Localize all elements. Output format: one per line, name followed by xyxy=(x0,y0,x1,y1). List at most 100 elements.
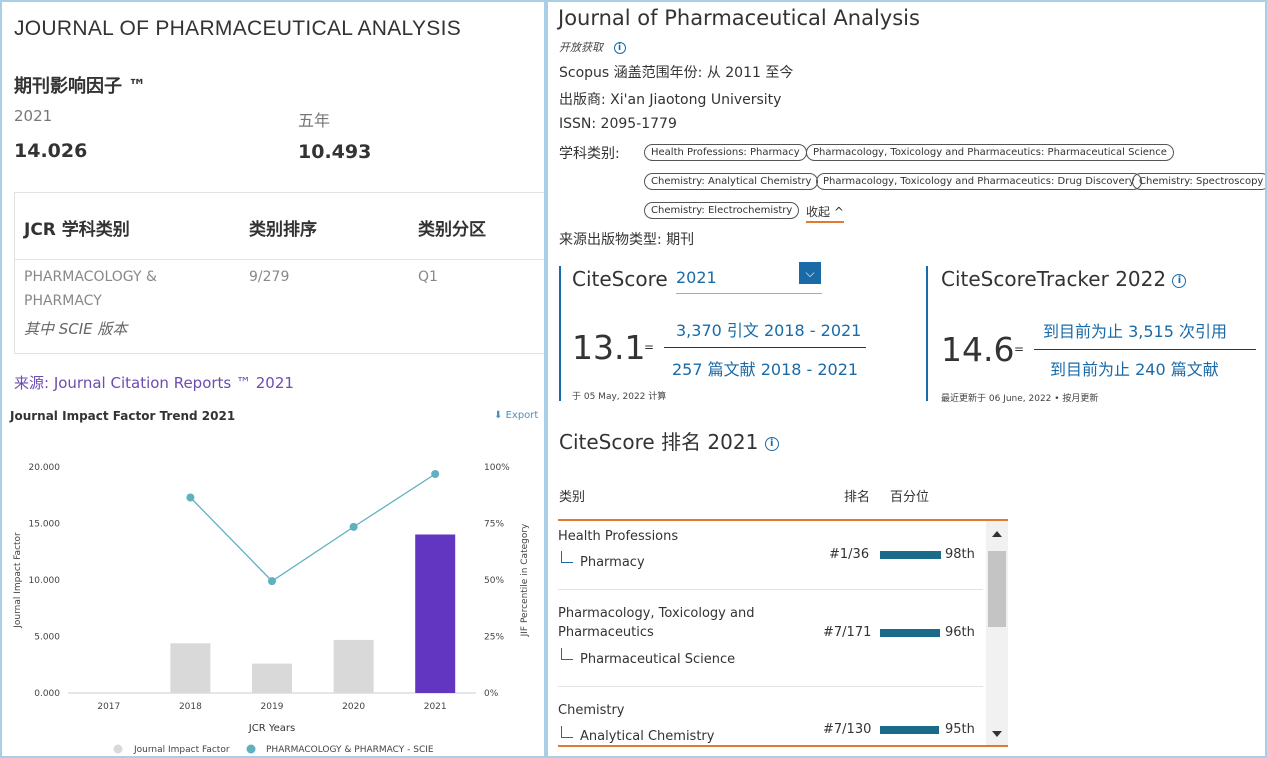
divider xyxy=(558,686,983,687)
legend-label-percentile: PHARMACOLOGY & PHARMACY - SCIE xyxy=(266,745,434,755)
rank-list[interactable]: Health Professions Pharmacy #1/36 98th P… xyxy=(558,519,1008,747)
percentile-value: 96th xyxy=(945,625,975,640)
scrollbar-thumb[interactable] xyxy=(988,551,1006,627)
five-year-value: 10.493 xyxy=(298,141,372,163)
scroll-up-icon[interactable] xyxy=(992,531,1002,537)
tree-branch-icon xyxy=(561,726,573,738)
jcr-quartile: Q1 xyxy=(418,269,438,285)
y-tick-label: 5.000 xyxy=(34,633,60,643)
subject-tag[interactable]: Pharmacology, Toxicology and Pharmaceuti… xyxy=(806,144,1174,161)
divider xyxy=(664,347,866,348)
rank-value: #7/130 xyxy=(823,722,872,737)
rank-category: Pharmacology, Toxicology and xyxy=(558,606,755,621)
x-tick-label: 2020 xyxy=(342,702,365,712)
y-tick-label: 15.000 xyxy=(29,520,61,530)
info-icon[interactable]: i xyxy=(613,42,626,54)
tracker-denominator[interactable]: 到目前为止 240 篇文献 xyxy=(1050,360,1219,379)
rank-category: Chemistry xyxy=(558,703,625,718)
citescore-calc-date: 于 05 May, 2022 计算 xyxy=(572,392,667,402)
percentile-value: 95th xyxy=(945,722,975,737)
tracker-label-text: CiteScoreTracker 2022 xyxy=(941,267,1167,291)
download-icon: ⬇ xyxy=(494,410,503,421)
jif-trend-chart: 0.000 5.000 10.000 15.000 20.000 0% 25% 50% 75% 1… xyxy=(13,463,530,755)
rank-value: #7/171 xyxy=(823,625,872,640)
chart-bar xyxy=(170,643,211,693)
percentile-bar xyxy=(880,551,941,559)
y-tick-label: 10.000 xyxy=(29,576,61,586)
subject-label: 学科类别: xyxy=(559,146,620,162)
jcr-category-table: JCR 学科类别 类别排序 类别分区 PHARMACOLOGY & PHARMA… xyxy=(14,192,544,354)
percentile-point xyxy=(186,493,195,502)
jcr-header-quartile: 类别分区 xyxy=(418,220,486,240)
export-button[interactable]: ⬇ Export xyxy=(494,410,538,421)
legend-label-jif: Journal Impact Factor xyxy=(133,745,230,755)
collapse-label: 收起 xyxy=(806,205,831,219)
divider xyxy=(559,266,561,401)
open-access-label: 开放获取 i xyxy=(559,39,626,55)
jcr-category-name: PHARMACOLOGY & xyxy=(24,269,157,285)
citescore-year-select[interactable]: 2021 xyxy=(676,268,822,294)
chart-bar xyxy=(333,639,374,693)
citescore-label: CiteScore xyxy=(572,267,668,291)
scrollbar[interactable] xyxy=(986,521,1008,745)
subject-tag[interactable]: Health Professions: Pharmacy xyxy=(644,144,807,161)
subject-tag[interactable]: Chemistry: Spectroscopy xyxy=(1132,173,1265,190)
publisher: 出版商: Xi'an Jiaotong University xyxy=(559,92,782,108)
scroll-down-icon[interactable] xyxy=(992,731,1002,737)
subject-tag[interactable]: Pharmacology, Toxicology and Pharmaceuti… xyxy=(816,173,1142,190)
jcr-header-category: JCR 学科类别 xyxy=(24,220,130,240)
info-icon[interactable]: i xyxy=(764,436,779,451)
percentile-value: 98th xyxy=(945,547,975,562)
tree-branch-icon xyxy=(561,551,573,563)
legend-marker-jif xyxy=(113,744,123,754)
rank-category: Health Professions xyxy=(558,529,679,544)
scopus-coverage: Scopus 涵盖范围年份: 从 2011 至今 xyxy=(559,65,794,81)
x-axis-label: JCR Years xyxy=(248,723,295,734)
jif-heading: 期刊影响因子 ™ xyxy=(14,76,147,97)
percentile-line xyxy=(189,473,436,582)
citescore-denominator[interactable]: 257 篇文献 2018 - 2021 xyxy=(672,360,859,379)
collapse-button[interactable]: 收起 ^ xyxy=(806,203,844,223)
chart-bar xyxy=(415,534,456,693)
open-access-text: 开放获取 xyxy=(559,41,603,54)
tracker-numerator[interactable]: 到目前为止 3,515 次引用 xyxy=(1043,322,1227,341)
jcr-rank: 9/279 xyxy=(249,269,290,285)
y-tick-label: 20.000 xyxy=(29,463,61,473)
y-axis-label: Journal Impact Factor xyxy=(13,532,23,629)
x-tick-label: 2018 xyxy=(179,702,202,712)
source-link[interactable]: Journal Citation Reports ™ 2021 xyxy=(53,374,294,392)
jcr-category-name-2: PHARMACY xyxy=(24,293,102,309)
rank-header-percentile: 百分位 xyxy=(890,490,930,505)
info-icon[interactable]: i xyxy=(1172,273,1187,288)
equals-sign: = xyxy=(1014,342,1025,356)
divider xyxy=(1034,349,1256,350)
divider xyxy=(558,589,983,590)
subject-tag[interactable]: Chemistry: Electrochemistry xyxy=(644,202,800,219)
subject-tag[interactable]: Chemistry: Analytical Chemistry xyxy=(644,173,819,190)
percentile-point xyxy=(268,577,276,586)
y2-tick-label: 100% xyxy=(484,463,510,473)
jcr-edition: 其中 SCIE 版本 xyxy=(24,320,128,338)
rank-header-rank: 排名 xyxy=(844,490,871,505)
rank-subcategory: Pharmacy xyxy=(580,555,645,570)
five-year-label: 五年 xyxy=(298,111,331,130)
percentile-bar xyxy=(880,629,940,637)
tree-branch-icon xyxy=(561,648,573,660)
export-label: Export xyxy=(505,410,539,421)
scopus-panel: Journal of Pharmaceutical Analysis 开放获取 … xyxy=(546,0,1267,758)
percentile-point xyxy=(431,470,440,479)
divider xyxy=(15,259,544,260)
y2-tick-label: 50% xyxy=(484,576,504,586)
rank-title-text: CiteScore 排名 2021 xyxy=(559,430,759,454)
issn: ISSN: 2095-1779 xyxy=(559,116,677,132)
y-tick-label: 0.000 xyxy=(34,689,60,699)
divider xyxy=(926,266,928,401)
chevron-down-icon[interactable]: ⌵ xyxy=(799,262,821,284)
citescore-value: 13.1 xyxy=(572,328,646,367)
jif-year-label: 2021 xyxy=(14,107,53,125)
tracker-value: 14.6 xyxy=(941,330,1015,369)
citescore-numerator[interactable]: 3,370 引文 2018 - 2021 xyxy=(676,321,862,340)
chevron-up-icon: ^ xyxy=(833,205,844,219)
y2-tick-label: 25% xyxy=(484,633,504,643)
rank-header-category: 类别 xyxy=(559,490,586,505)
